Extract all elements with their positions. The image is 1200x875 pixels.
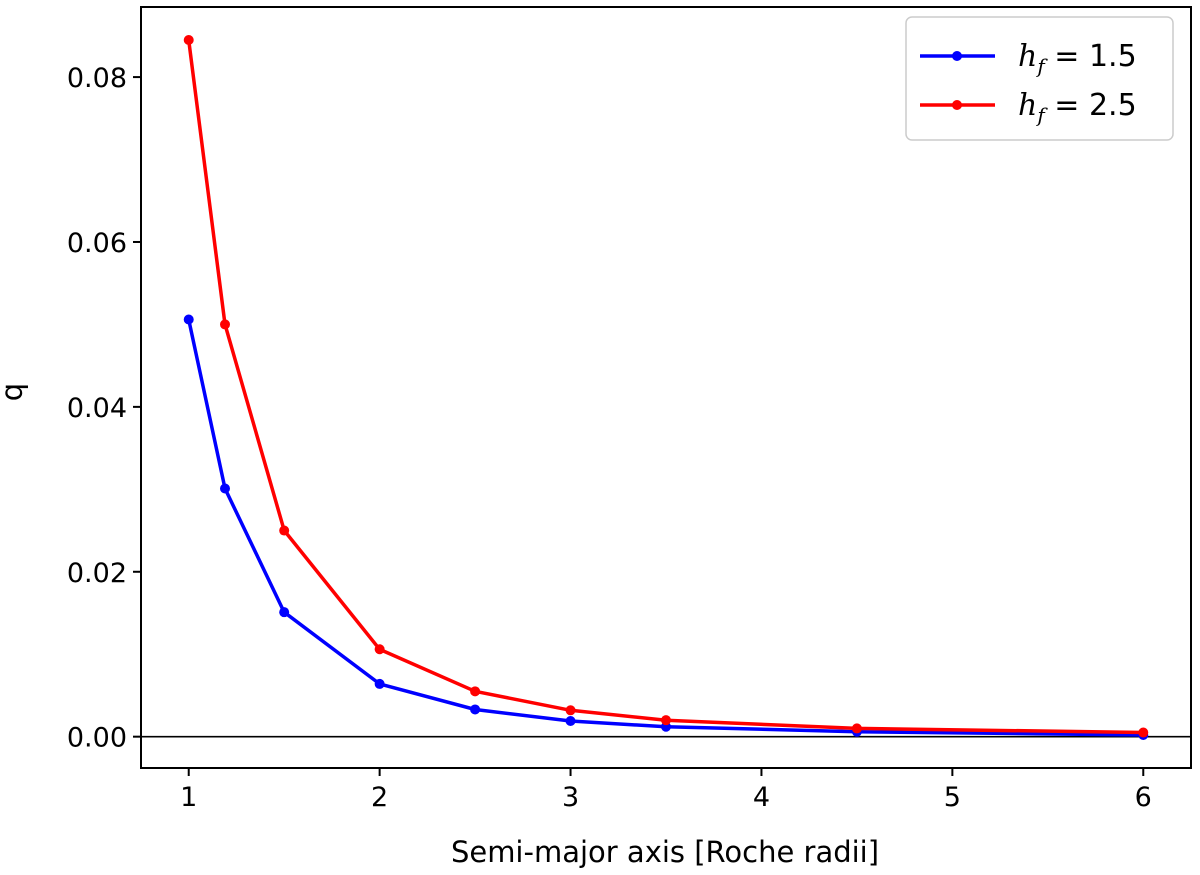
x-tick-label: 3 (562, 782, 579, 813)
legend-label: hf = 1.5 (1018, 39, 1137, 78)
legend-label: hf = 2.5 (1018, 88, 1137, 127)
data-point (565, 705, 576, 716)
x-axis-label: Semi-major axis [Roche radii] (451, 835, 879, 869)
y-tick-label: 0.04 (67, 393, 127, 424)
x-tick-label: 5 (944, 782, 961, 813)
data-point (1138, 727, 1149, 738)
legend-swatch-marker (952, 51, 962, 61)
series-1 (183, 314, 1149, 741)
legend-swatch-marker (952, 100, 962, 110)
series-layer (183, 34, 1149, 741)
legend-box (905, 16, 1174, 141)
data-point (470, 686, 481, 697)
data-point (374, 644, 385, 655)
legend-entry: hf = 2.5 (920, 88, 1137, 127)
legend-var: h (1018, 39, 1037, 74)
y-tick-label: 0.02 (67, 558, 127, 589)
y-axis-ticks: 0.00 0.02 0.04 0.06 0.08 (67, 63, 141, 754)
legend: hf = 1.5 hf = 2.5 (905, 16, 1174, 141)
legend-var: h (1018, 88, 1037, 123)
data-point (374, 678, 385, 689)
y-tick-label: 0.06 (67, 228, 127, 259)
data-point (851, 723, 862, 734)
data-point (220, 319, 230, 330)
data-point (220, 483, 230, 494)
data-point (565, 716, 576, 727)
legend-entry: hf = 1.5 (920, 39, 1137, 78)
x-tick-label: 1 (180, 782, 197, 813)
legend-value: = 2.5 (1045, 88, 1137, 123)
data-point (183, 314, 194, 325)
data-point (279, 525, 290, 536)
y-tick-label: 0.00 (67, 723, 127, 754)
data-point (470, 704, 481, 715)
plot-frame (140, 6, 1192, 769)
data-point (661, 715, 671, 726)
data-point (183, 34, 194, 45)
x-tick-label: 2 (371, 782, 388, 813)
series-line (186, 319, 1144, 737)
x-tick-label: 4 (753, 782, 770, 813)
data-point (279, 607, 290, 618)
legend-value: = 1.5 (1045, 39, 1137, 74)
series-line (186, 39, 1144, 735)
series-2 (183, 34, 1149, 738)
x-axis-ticks: 1 2 3 4 5 6 (180, 768, 1152, 813)
x-tick-label: 6 (1135, 782, 1152, 813)
y-axis-label: q (0, 383, 29, 401)
y-tick-label: 0.08 (67, 63, 127, 94)
